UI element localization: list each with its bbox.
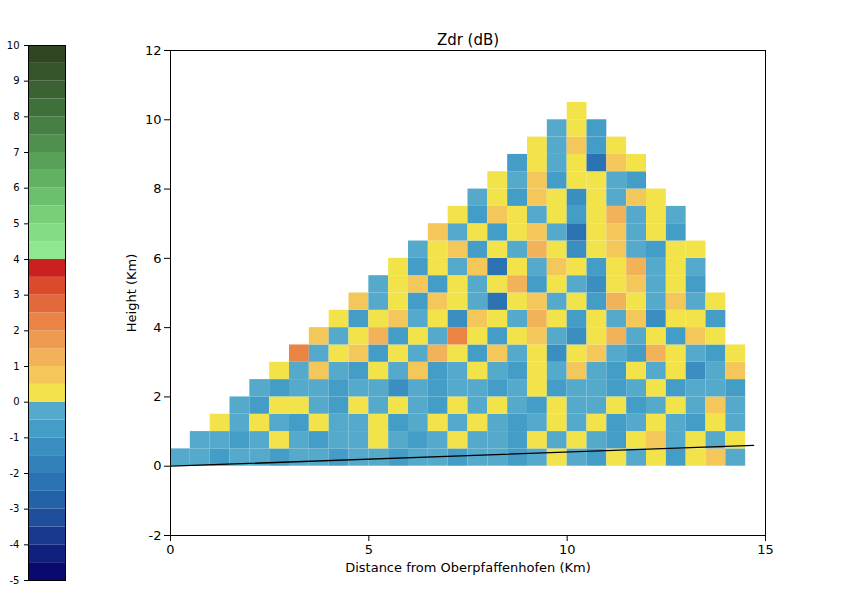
svg-text:12: 12 [145,43,162,58]
svg-text:6: 6 [153,251,161,266]
svg-text:15: 15 [757,542,774,557]
svg-text:6: 6 [13,182,19,193]
svg-text:8: 8 [13,111,19,122]
svg-text:4: 4 [153,320,161,335]
svg-text:1: 1 [13,361,19,372]
svg-text:2: 2 [13,325,19,336]
svg-text:4: 4 [13,254,19,265]
svg-text:5: 5 [13,218,19,229]
svg-text:0: 0 [153,458,161,473]
svg-text:8: 8 [153,181,161,196]
svg-text:Distance from Oberpfaffenhofen: Distance from Oberpfaffenhofen (Km) [345,560,591,575]
svg-text:10: 10 [145,112,162,127]
svg-text:-2: -2 [10,468,20,479]
svg-text:2: 2 [153,389,161,404]
svg-text:0: 0 [166,542,174,557]
svg-text:-3: -3 [10,503,20,514]
svg-text:0: 0 [13,396,19,407]
svg-text:3: 3 [13,289,19,300]
svg-text:-4: -4 [10,539,20,550]
svg-text:-5: -5 [10,575,20,586]
svg-text:Height (Km): Height (Km) [124,254,139,332]
svg-text:5: 5 [365,542,373,557]
svg-text:-1: -1 [10,432,20,443]
svg-text:10: 10 [7,40,20,51]
svg-text:9: 9 [13,75,19,86]
svg-text:10: 10 [559,542,576,557]
svg-text:Zdr (dB): Zdr (dB) [437,31,499,49]
svg-text:-2: -2 [149,528,162,543]
svg-text:7: 7 [13,147,19,158]
